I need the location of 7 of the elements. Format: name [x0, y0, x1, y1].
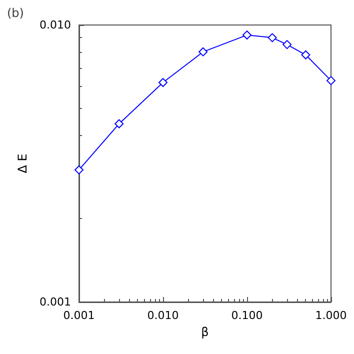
- x-tick-label: 0.001: [63, 309, 95, 322]
- x-tick-label: 0.100: [231, 309, 263, 322]
- x-tick-label: 1.000: [315, 309, 347, 322]
- chart-title: (b): [7, 6, 24, 20]
- x-axis-title: β: [201, 325, 209, 339]
- y-axis-title: Δ E: [16, 154, 30, 174]
- x-tick-label: 0.010: [147, 309, 179, 322]
